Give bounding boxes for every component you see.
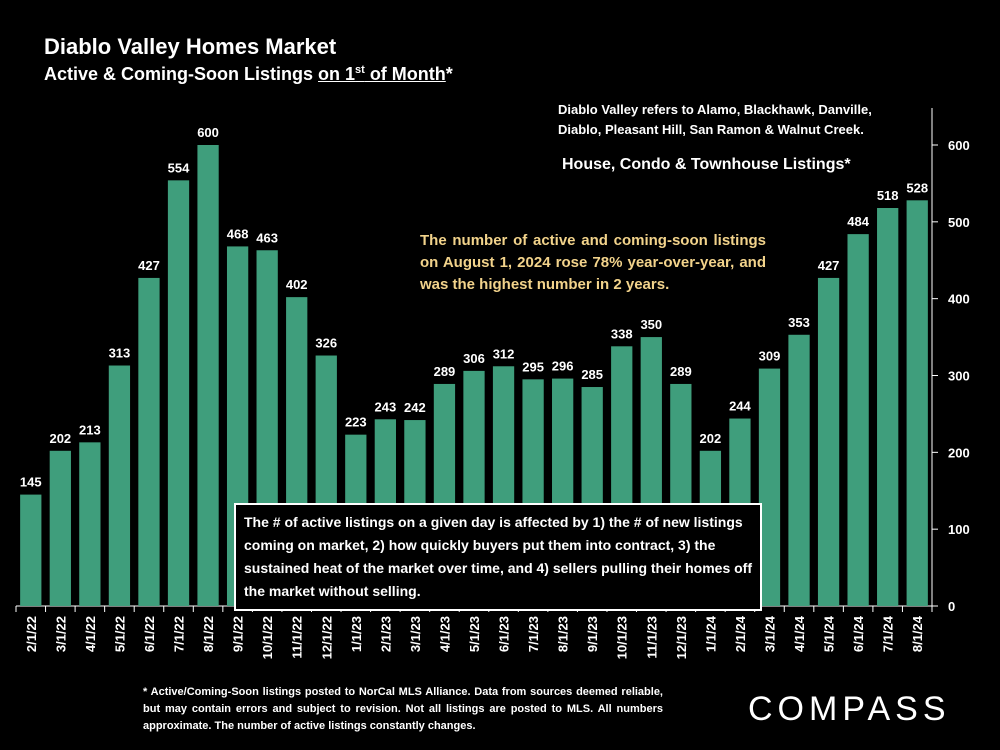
subtitle-underlined-text: on 1	[318, 64, 356, 84]
footnote: * Active/Coming-Soon listings posted to …	[143, 686, 663, 732]
y-tick-label: 200	[948, 445, 970, 460]
data-label: 600	[197, 125, 219, 140]
x-tick-label: 8/1/24	[910, 615, 925, 652]
x-tick-label: 5/1/22	[112, 616, 127, 652]
x-tick-label: 7/1/23	[526, 616, 541, 652]
bar	[49, 450, 71, 606]
chart-title: Diablo Valley Homes Market	[44, 34, 337, 59]
x-tick-label: 5/1/23	[467, 616, 482, 652]
data-label: 427	[818, 258, 840, 273]
x-tick-label: 6/1/22	[142, 616, 157, 652]
x-tick-label: 8/1/22	[201, 616, 216, 652]
y-tick-label: 600	[948, 138, 970, 153]
data-label: 242	[404, 400, 426, 415]
x-tick-label: 3/1/22	[53, 616, 68, 652]
x-tick-label: 8/1/23	[556, 616, 571, 652]
x-tick-label: 2/1/22	[24, 616, 39, 652]
data-label: 312	[493, 346, 515, 361]
data-label: 402	[286, 277, 308, 292]
bar	[197, 145, 219, 606]
data-label: 296	[552, 359, 574, 374]
y-tick-label: 100	[948, 522, 970, 537]
highlight-note: The number of active and coming-soon lis…	[420, 232, 766, 293]
data-label: 309	[759, 349, 781, 364]
data-label: 484	[847, 214, 869, 229]
x-tick-label: 3/1/24	[762, 615, 777, 652]
data-label: 468	[227, 226, 249, 241]
x-tick-label: 2/1/24	[733, 615, 748, 652]
data-label: 295	[522, 359, 544, 374]
data-label: 289	[434, 364, 456, 379]
data-label: 213	[79, 422, 101, 437]
data-label: 313	[109, 346, 131, 361]
x-tick-label: 6/1/24	[851, 615, 866, 652]
bar	[167, 180, 190, 607]
region-note: Diablo Valley refers to Alamo, Blackhawk…	[558, 100, 872, 140]
data-label: 244	[729, 399, 751, 414]
y-tick-label: 500	[948, 215, 970, 230]
x-tick-label: 10/1/23	[615, 616, 630, 659]
data-label: 338	[611, 326, 633, 341]
subtitle-underlined-text-2: of Month	[364, 64, 446, 84]
x-tick-label: 1/1/24	[703, 615, 718, 652]
subtitle-underlined: on 1st of Month	[318, 64, 446, 84]
data-label: 243	[375, 399, 397, 414]
x-tick-label: 7/1/22	[172, 616, 187, 652]
bar	[817, 277, 840, 606]
data-label: 554	[168, 160, 190, 175]
x-tick-label: 11/1/22	[290, 616, 305, 659]
data-label: 202	[49, 431, 71, 446]
region-note-line-2: Diablo, Pleasant Hill, San Ramon & Walnu…	[558, 122, 864, 137]
subtitle-prefix: Active & Coming-Soon Listings	[44, 64, 319, 84]
x-tick-label: 1/1/23	[349, 616, 364, 652]
x-tick-label: 4/1/24	[792, 615, 807, 652]
data-label: 353	[788, 315, 810, 330]
y-tick-label: 400	[948, 292, 970, 307]
x-tick-label: 7/1/24	[881, 615, 896, 652]
bar	[138, 277, 160, 606]
region-note-line-1: Diablo Valley refers to Alamo, Blackhawk…	[558, 102, 872, 117]
x-tick-label: 6/1/23	[497, 616, 512, 652]
data-label: 285	[581, 367, 603, 382]
data-label: 289	[670, 364, 692, 379]
y-tick-label: 300	[948, 369, 970, 384]
data-label: 202	[700, 431, 722, 446]
x-tick-label: 11/1/23	[644, 616, 659, 659]
bar	[906, 200, 928, 606]
x-tick-label: 4/1/23	[437, 616, 452, 652]
bar	[758, 368, 781, 606]
x-tick-label: 12/1/22	[319, 616, 334, 659]
x-tick-label: 3/1/23	[408, 616, 423, 652]
x-tick-label: 10/1/22	[260, 616, 275, 659]
data-label: 518	[877, 188, 899, 203]
x-tick-label: 9/1/22	[231, 616, 246, 652]
bar	[20, 494, 42, 606]
subtitle-suffix: *	[445, 64, 453, 84]
data-label: 326	[315, 336, 337, 351]
series-label: House, Condo & Townhouse Listings*	[562, 156, 851, 173]
box-note: The # of active listings on a given day …	[234, 503, 762, 611]
data-label: 223	[345, 415, 367, 430]
x-tick-label: 9/1/23	[585, 616, 600, 652]
subtitle-superscript: st	[355, 64, 365, 76]
bar	[877, 208, 899, 606]
chart-subtitle: Active & Coming-Soon Listings on 1st of …	[44, 64, 453, 85]
x-tick-label: 4/1/22	[83, 616, 98, 652]
data-label: 427	[138, 258, 160, 273]
data-label: 528	[906, 180, 928, 195]
x-tick-label: 2/1/23	[378, 616, 393, 652]
x-tick-label: 5/1/24	[822, 615, 837, 652]
bar	[108, 365, 131, 606]
bar	[79, 442, 101, 606]
data-label: 145	[20, 475, 42, 490]
data-label: 306	[463, 351, 485, 366]
x-tick-label: 12/1/23	[674, 616, 689, 659]
compass-logo: COMPASS	[748, 690, 951, 728]
y-tick-label: 0	[948, 599, 955, 614]
bar	[788, 334, 810, 606]
data-label: 350	[640, 317, 662, 332]
data-label: 463	[256, 230, 278, 245]
bar	[847, 234, 869, 607]
